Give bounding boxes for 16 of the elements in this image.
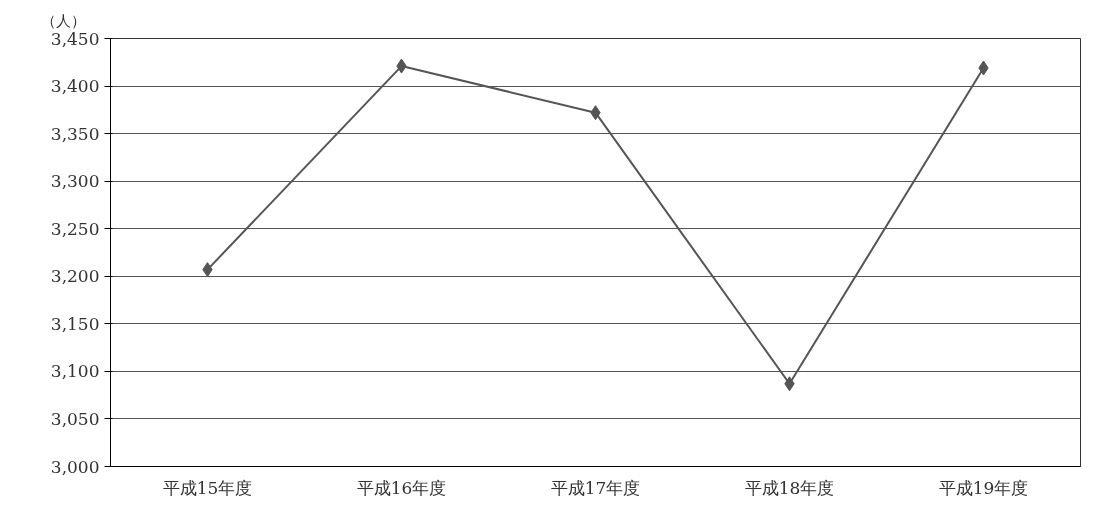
y-tick-label: 3,400 xyxy=(50,76,100,97)
y-tick-label: 3,150 xyxy=(50,313,100,334)
x-tick-label: 平成16年度 xyxy=(356,477,447,498)
y-tick-label: 3,100 xyxy=(50,361,100,382)
y-tick-label: 3,300 xyxy=(50,171,100,192)
y-tick-label: 3,200 xyxy=(50,266,100,287)
y-tick-label: 3,350 xyxy=(50,123,100,144)
y-tick-label: 3,250 xyxy=(50,218,100,239)
y-axis-title: （人） xyxy=(40,11,86,30)
y-tick-label: 3,000 xyxy=(50,456,100,477)
y-tick-label: 3,050 xyxy=(50,408,100,429)
x-tick-label: 平成18年度 xyxy=(744,477,835,498)
x-tick-label: 平成17年度 xyxy=(550,477,641,498)
y-tick-label: 3,450 xyxy=(50,28,100,49)
x-tick-label: 平成19年度 xyxy=(938,477,1029,498)
x-tick-label: 平成15年度 xyxy=(162,477,253,498)
